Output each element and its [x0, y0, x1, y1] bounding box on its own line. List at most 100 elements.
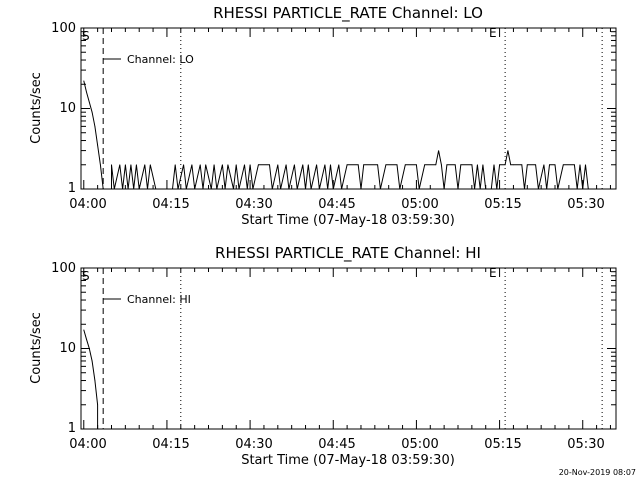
- data-point: [538, 188, 539, 190]
- data-point: [546, 188, 548, 190]
- data-point: [513, 164, 514, 166]
- x-tick-label: 05:00: [401, 437, 438, 452]
- data-point: [271, 188, 273, 190]
- axis-ticks: [81, 27, 616, 190]
- data-point: [493, 164, 495, 166]
- y-axis-label: Counts/sec: [29, 312, 44, 384]
- data-point: [302, 164, 304, 166]
- data-point: [324, 164, 326, 166]
- data-point: [404, 164, 406, 166]
- data-point: [474, 188, 475, 190]
- series-line: [83, 329, 99, 429]
- data-point: [130, 164, 132, 166]
- chart-title: RHESSI PARTICLE_RATE Channel: LO: [213, 4, 483, 23]
- x-tick-label: 04:30: [235, 437, 272, 452]
- data-point: [418, 188, 420, 190]
- data-point: [346, 164, 348, 166]
- y-tick-label: 10: [59, 101, 76, 116]
- data-point: [576, 188, 578, 190]
- data-point: [332, 188, 334, 190]
- data-point: [338, 164, 340, 166]
- legend-label: Channel: HI: [127, 293, 191, 306]
- data-point: [585, 164, 586, 166]
- data-point: [185, 188, 187, 190]
- x-tick-label: 04:15: [152, 437, 189, 452]
- data-point: [122, 188, 123, 190]
- data-point: [138, 188, 140, 190]
- data-point: [172, 188, 173, 190]
- data-point: [213, 164, 215, 166]
- panel-hi: RHESSI PARTICLE_RATE Channel: HI 1 10 10…: [29, 244, 617, 468]
- data-point: [111, 164, 112, 166]
- data-point: [246, 188, 248, 190]
- plot-timestamp: 20-Nov-2019 08:07: [559, 468, 636, 477]
- data-point: [100, 164, 101, 166]
- panel-lo: RHESSI PARTICLE_RATE Channel: LO 1 10 10…: [29, 4, 617, 228]
- data-point: [479, 188, 481, 190]
- data-point: [83, 329, 85, 331]
- data-point: [86, 91, 87, 93]
- data-point: [238, 188, 240, 190]
- data-point: [416, 164, 417, 166]
- data-point: [341, 188, 342, 190]
- data-point: [111, 188, 112, 190]
- x-axis-label: Start Time (07-May-18 03:59:30): [241, 213, 455, 228]
- legend-label: Channel: LO: [127, 53, 194, 66]
- data-point: [438, 150, 439, 152]
- x-tick-label: 04:45: [318, 197, 355, 212]
- data-point: [119, 164, 121, 166]
- data-point: [490, 188, 492, 190]
- data-point: [441, 164, 442, 166]
- data-point: [191, 164, 193, 166]
- x-tick-label: 05:00: [401, 197, 438, 212]
- data-point: [97, 428, 98, 430]
- data-point: [582, 188, 584, 190]
- data-point: [147, 188, 148, 190]
- data-point: [327, 188, 329, 190]
- data-point: [136, 164, 137, 166]
- data-point: [280, 188, 281, 190]
- data-point: [543, 164, 545, 166]
- data-point: [504, 164, 506, 166]
- y-tick-label: 1: [68, 181, 76, 196]
- data-point: [380, 188, 381, 190]
- data-point: [316, 164, 317, 166]
- data-point: [125, 164, 126, 166]
- start-marker: S: [82, 29, 90, 43]
- series-line: [83, 80, 589, 190]
- data-point: [258, 164, 259, 166]
- data-point: [526, 164, 528, 166]
- data-point: [288, 188, 290, 190]
- data-point: [485, 188, 487, 190]
- data-point: [183, 164, 185, 166]
- x-tick-label: 04:00: [69, 437, 106, 452]
- data-point: [149, 164, 151, 166]
- y-axis-label: Counts/sec: [29, 72, 44, 144]
- series-points: [83, 329, 98, 430]
- data-point: [177, 188, 179, 190]
- data-point: [579, 164, 581, 166]
- data-point: [524, 188, 525, 190]
- data-point: [357, 164, 359, 166]
- data-point: [294, 164, 295, 166]
- end-marker: E: [489, 266, 497, 280]
- data-point: [244, 164, 245, 166]
- data-point: [424, 164, 426, 166]
- x-tick-label: 05:30: [567, 197, 604, 212]
- data-point: [510, 164, 512, 166]
- data-point: [471, 164, 473, 166]
- data-point: [377, 164, 378, 166]
- x-tick-label: 04:00: [69, 197, 106, 212]
- data-point: [554, 164, 556, 166]
- data-point: [443, 188, 445, 190]
- data-point: [222, 164, 223, 166]
- data-point: [83, 80, 85, 82]
- data-point: [216, 188, 218, 190]
- data-point: [252, 188, 254, 190]
- data-point: [562, 164, 564, 166]
- data-point: [399, 188, 401, 190]
- data-point: [535, 164, 536, 166]
- data-point: [363, 164, 365, 166]
- data-point: [477, 164, 478, 166]
- data-point: [97, 404, 98, 406]
